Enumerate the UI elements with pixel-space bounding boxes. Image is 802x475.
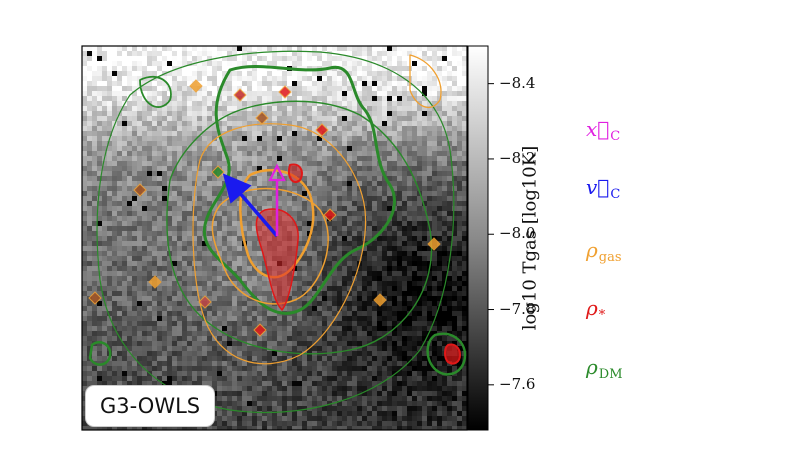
legend-entry: x⃗C bbox=[586, 117, 620, 144]
legend-subscript: C bbox=[610, 129, 620, 144]
legend-symbol: ρ bbox=[586, 296, 598, 320]
legend-subscript: C bbox=[610, 187, 620, 202]
legend-entry: ρDM bbox=[586, 355, 623, 382]
legend-entry: ρ* bbox=[586, 296, 605, 323]
legend-subscript: * bbox=[599, 308, 606, 323]
legend-symbol: ρ bbox=[586, 238, 598, 262]
contour-line bbox=[445, 345, 460, 364]
colorbar bbox=[468, 46, 488, 430]
legend-subscript: DM bbox=[599, 367, 623, 382]
legend-entry: v⃗C bbox=[586, 175, 620, 202]
contour-line bbox=[289, 164, 302, 182]
panel-label: G3-OWLS bbox=[86, 386, 214, 426]
colorbar-ticks bbox=[488, 84, 494, 385]
legend-subscript: gas bbox=[599, 250, 622, 265]
legend-symbol: x⃗ bbox=[586, 117, 609, 141]
colorbar-tick-label: −8.4 bbox=[499, 74, 535, 92]
colorbar-title: log10 Tgas [log10K] bbox=[520, 146, 541, 330]
colorbar-tick-label: −7.6 bbox=[499, 375, 535, 393]
legend-symbol: ρ bbox=[586, 355, 598, 379]
legend-entry: ρgas bbox=[586, 238, 622, 265]
legend-symbol: v⃗ bbox=[586, 175, 609, 199]
